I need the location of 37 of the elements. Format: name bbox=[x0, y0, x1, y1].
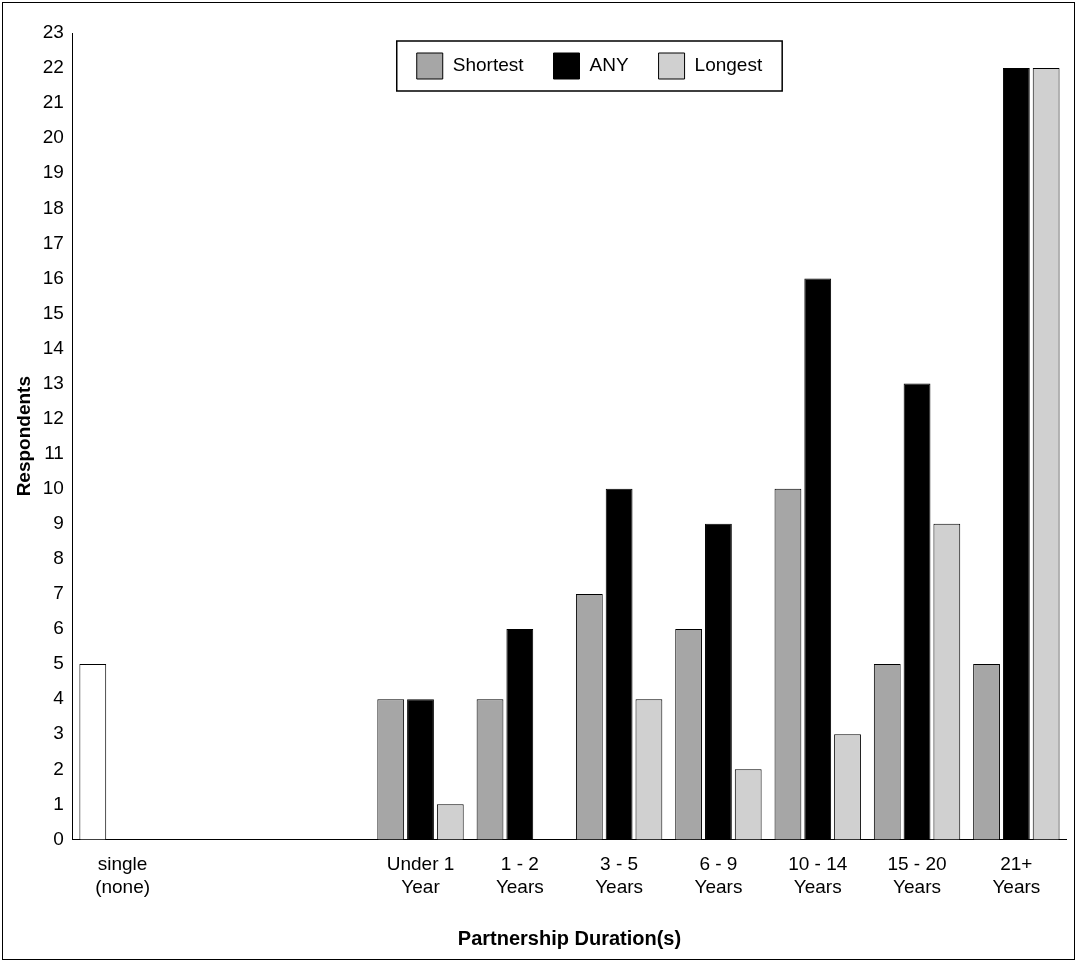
y-tick-label: 3 bbox=[53, 722, 64, 744]
y-tick-label: 19 bbox=[42, 161, 64, 183]
y-tick-label: 1 bbox=[53, 792, 64, 814]
y-tick-label: 15 bbox=[42, 301, 64, 323]
x-tick-label: Under 1 Year bbox=[386, 853, 455, 897]
y-tick-label: 5 bbox=[53, 652, 64, 674]
y-tick-label: 17 bbox=[42, 231, 64, 253]
y-tick-label: 23 bbox=[42, 21, 64, 43]
legend-label: Shortest bbox=[452, 54, 525, 76]
legend-label: Longest bbox=[694, 54, 763, 76]
x-tick-label: single (none) bbox=[95, 853, 151, 897]
y-tick-label: 21 bbox=[42, 91, 64, 113]
y-tick-label: 11 bbox=[44, 441, 64, 463]
y-tick-label: 12 bbox=[42, 406, 64, 428]
legend-label: ANY bbox=[589, 54, 629, 76]
y-tick-label: 16 bbox=[42, 266, 64, 288]
y-tick-label: 10 bbox=[42, 477, 64, 499]
y-tick-label: 20 bbox=[42, 126, 64, 148]
y-axis-title: Respondents bbox=[12, 376, 34, 497]
x-tick-label: 1 - 2 Years bbox=[495, 853, 544, 897]
y-tick-label: 4 bbox=[53, 687, 65, 709]
x-tick-label: 15 - 20 Years bbox=[887, 853, 947, 897]
x-tick-label: 21+ Years bbox=[992, 853, 1041, 897]
y-tick-label: 13 bbox=[42, 371, 64, 393]
y-tick-label: 8 bbox=[53, 547, 64, 569]
y-tick-label: 14 bbox=[42, 336, 65, 358]
y-tick-label: 0 bbox=[53, 827, 64, 849]
y-tick-label: 7 bbox=[53, 582, 64, 604]
x-tick-label: 6 - 9 Years bbox=[694, 853, 743, 897]
y-tick-label: 9 bbox=[53, 512, 64, 534]
y-tick-label: 6 bbox=[53, 617, 64, 639]
x-axis-title: Partnership Duration(s) bbox=[457, 926, 682, 949]
x-tick-label: 3 - 5 Years bbox=[595, 853, 644, 897]
x-tick-label: 10 - 14 Years bbox=[788, 853, 848, 897]
y-tick-label: 2 bbox=[53, 757, 64, 779]
y-tick-label: 22 bbox=[42, 56, 64, 78]
y-tick-label: 18 bbox=[42, 196, 64, 218]
